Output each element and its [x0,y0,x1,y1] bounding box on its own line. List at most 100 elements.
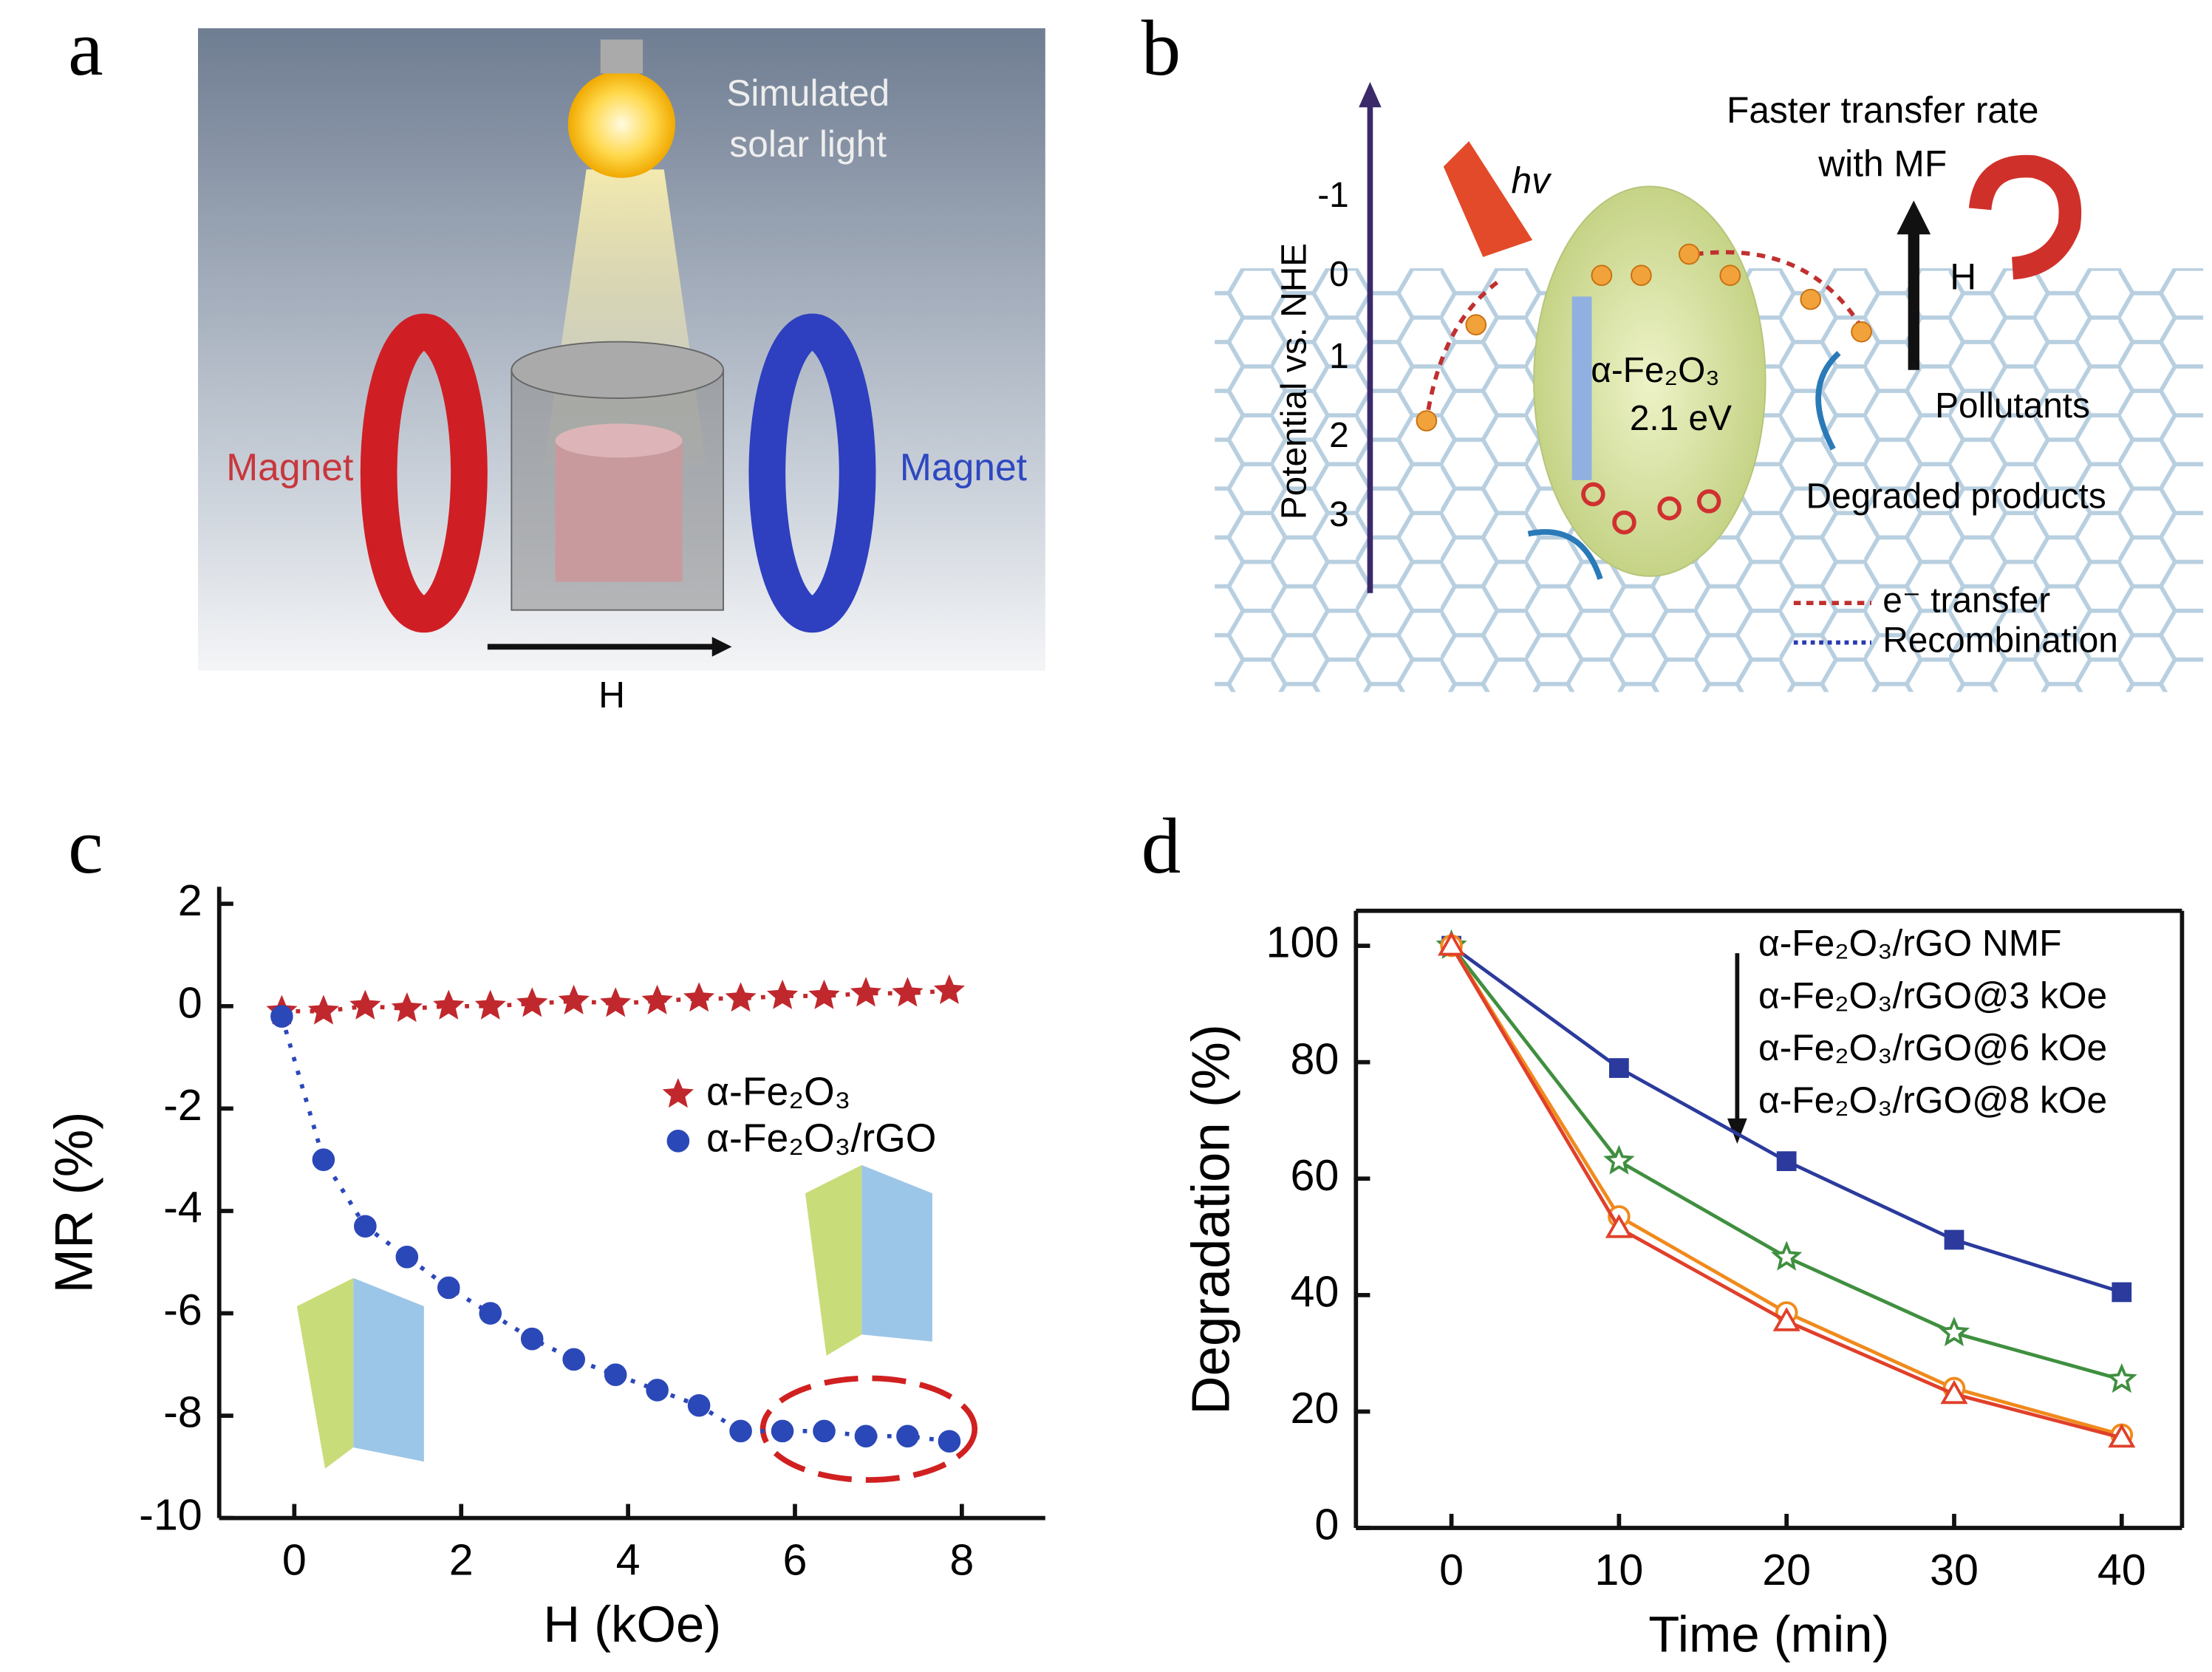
axis-tick: 3 [1329,495,1349,534]
axis-tick: 0 [1329,255,1349,294]
x-tick-label: 4 [616,1535,641,1584]
marker [892,977,924,1007]
axis-tick: 2 [1329,416,1349,455]
marker [662,1078,694,1108]
y-tick-label: -2 [163,1080,202,1130]
marker [933,974,965,1004]
x-tick-label: 2 [449,1535,474,1584]
marker [307,994,339,1025]
marker [896,1424,919,1448]
axis-label: Potential vs. NHE [1275,243,1314,519]
marker [766,979,799,1009]
x-tick-label: 40 [2097,1545,2146,1594]
electrons [1416,243,1872,431]
light-label: solar light [729,123,887,165]
marker [1776,1151,1797,1172]
hole [1612,510,1636,535]
legend-label: e⁻ transfer [1882,581,2050,621]
x-axis-label: H (kOe) [543,1596,721,1653]
inset-layer [296,1277,354,1469]
marker [474,989,506,1020]
photon-label: hv [1512,160,1553,202]
photon-icon [1443,141,1533,257]
x-tick-label: 0 [1439,1545,1464,1594]
magnet-label: Magnet [226,446,353,488]
y-tick-label: 0 [1314,1500,1339,1549]
marker [666,1130,690,1153]
legend-label: α-Fe₂O₃/rGO NMF [1758,923,2062,964]
marker [1771,1241,1803,1271]
x-tick-label: 10 [1594,1545,1643,1594]
magnet-icon [1968,154,2082,280]
magnet-ring [360,313,488,633]
field-label: H [598,674,625,715]
marker [270,1005,293,1028]
electron [1851,321,1872,343]
marker [683,982,715,1012]
marker [433,989,465,1020]
legend-label: α-Fe₂O₃/rGO@3 kOe [1758,975,2107,1016]
y-tick-label: 60 [1290,1150,1339,1200]
recombination-arrow [1527,529,1603,580]
transfer-path [1694,250,1863,329]
x-tick-label: 30 [1930,1545,1979,1594]
legend-label: α-Fe₂O₃ [706,1070,850,1113]
hole [1696,489,1721,513]
y-axis-label: MR (%) [44,1111,104,1293]
marker [2112,1282,2132,1303]
gap-label: 2.1 eV [1630,399,1732,438]
rate-label: with MF [1817,143,1947,185]
panel-b: hv Faster transfer rate with MF H Potent… [1215,81,2204,692]
electron [1631,265,1652,287]
y-tick-label: 0 [178,977,202,1027]
marker [808,979,840,1009]
marker [437,1276,460,1300]
marker [395,1246,419,1269]
inset-layer [353,1277,424,1462]
marker [1772,1307,1800,1331]
marker [641,984,673,1014]
inset-layer [805,1164,862,1356]
y-tick-label: 20 [1290,1383,1339,1433]
marker [354,1215,377,1238]
marker [604,1363,627,1386]
pollutant-arrow [1815,351,1841,451]
bulb-base [600,39,644,74]
inset-layer [861,1164,932,1342]
light-label: Simulated [726,72,890,114]
y-tick-label: 2 [178,876,202,925]
marker [479,1302,502,1325]
x-tick-label: 0 [282,1535,307,1584]
electron [1416,410,1438,431]
beaker-top [511,341,724,399]
marker [562,1348,585,1371]
x-axis-label: Time (min) [1648,1606,1889,1662]
x-tick-label: 6 [783,1535,808,1584]
arrow-head [711,637,732,657]
axis-tick: -1 [1317,176,1348,215]
products-label: Degraded products [1806,477,2106,516]
panel-a: Simulated solar light Magnet Magnet H [198,28,1045,715]
marker [646,1379,669,1402]
marker [1608,1058,1629,1078]
marker [1938,1316,1970,1347]
holes [1581,482,1721,535]
marker [1605,1214,1633,1238]
magnet-ring [748,313,876,633]
panel-label: d [1141,803,1181,890]
arrow-head [1359,81,1382,108]
electron [1679,243,1700,265]
sample-top [555,423,683,458]
marker [850,977,882,1007]
marker [725,982,757,1012]
legend-label: α-Fe₂O₃/rGO [706,1116,936,1160]
marker [520,1327,544,1351]
arrow-head [1727,1118,1747,1144]
marker [938,1430,961,1453]
rate-label: Faster transfer rate [1727,89,2038,131]
marker [312,1148,335,1171]
electron [1591,265,1613,287]
legend-label: α-Fe₂O₃/rGO@8 kOe [1758,1079,2107,1121]
marker [558,984,590,1014]
